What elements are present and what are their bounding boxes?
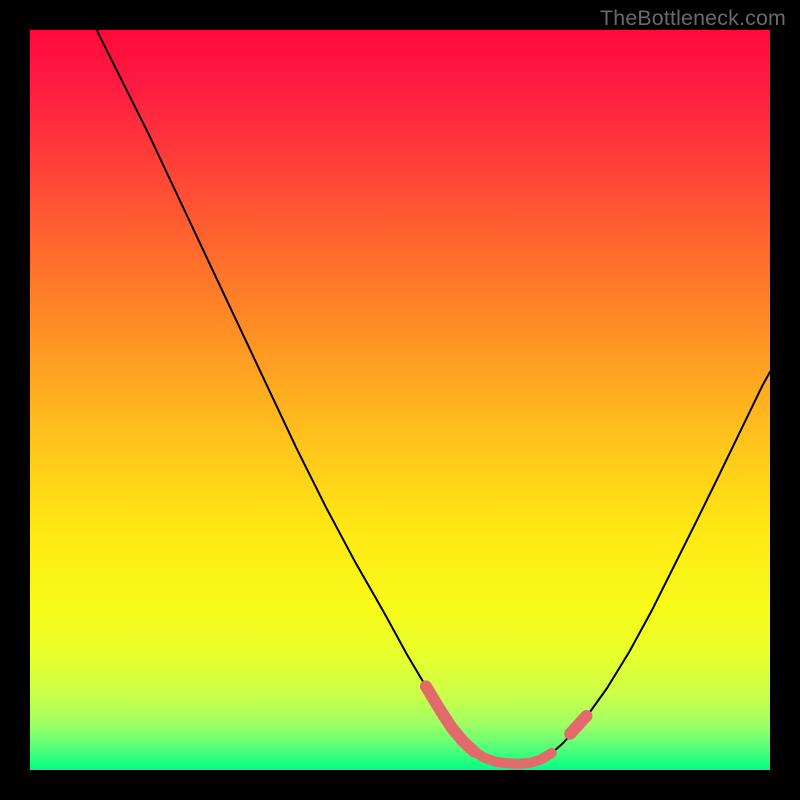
chart-container: TheBottleneck.com <box>0 0 800 800</box>
bottleneck-curve-chart <box>0 0 800 800</box>
watermark-text: TheBottleneck.com <box>600 6 786 31</box>
plot-gradient-background <box>30 30 770 770</box>
